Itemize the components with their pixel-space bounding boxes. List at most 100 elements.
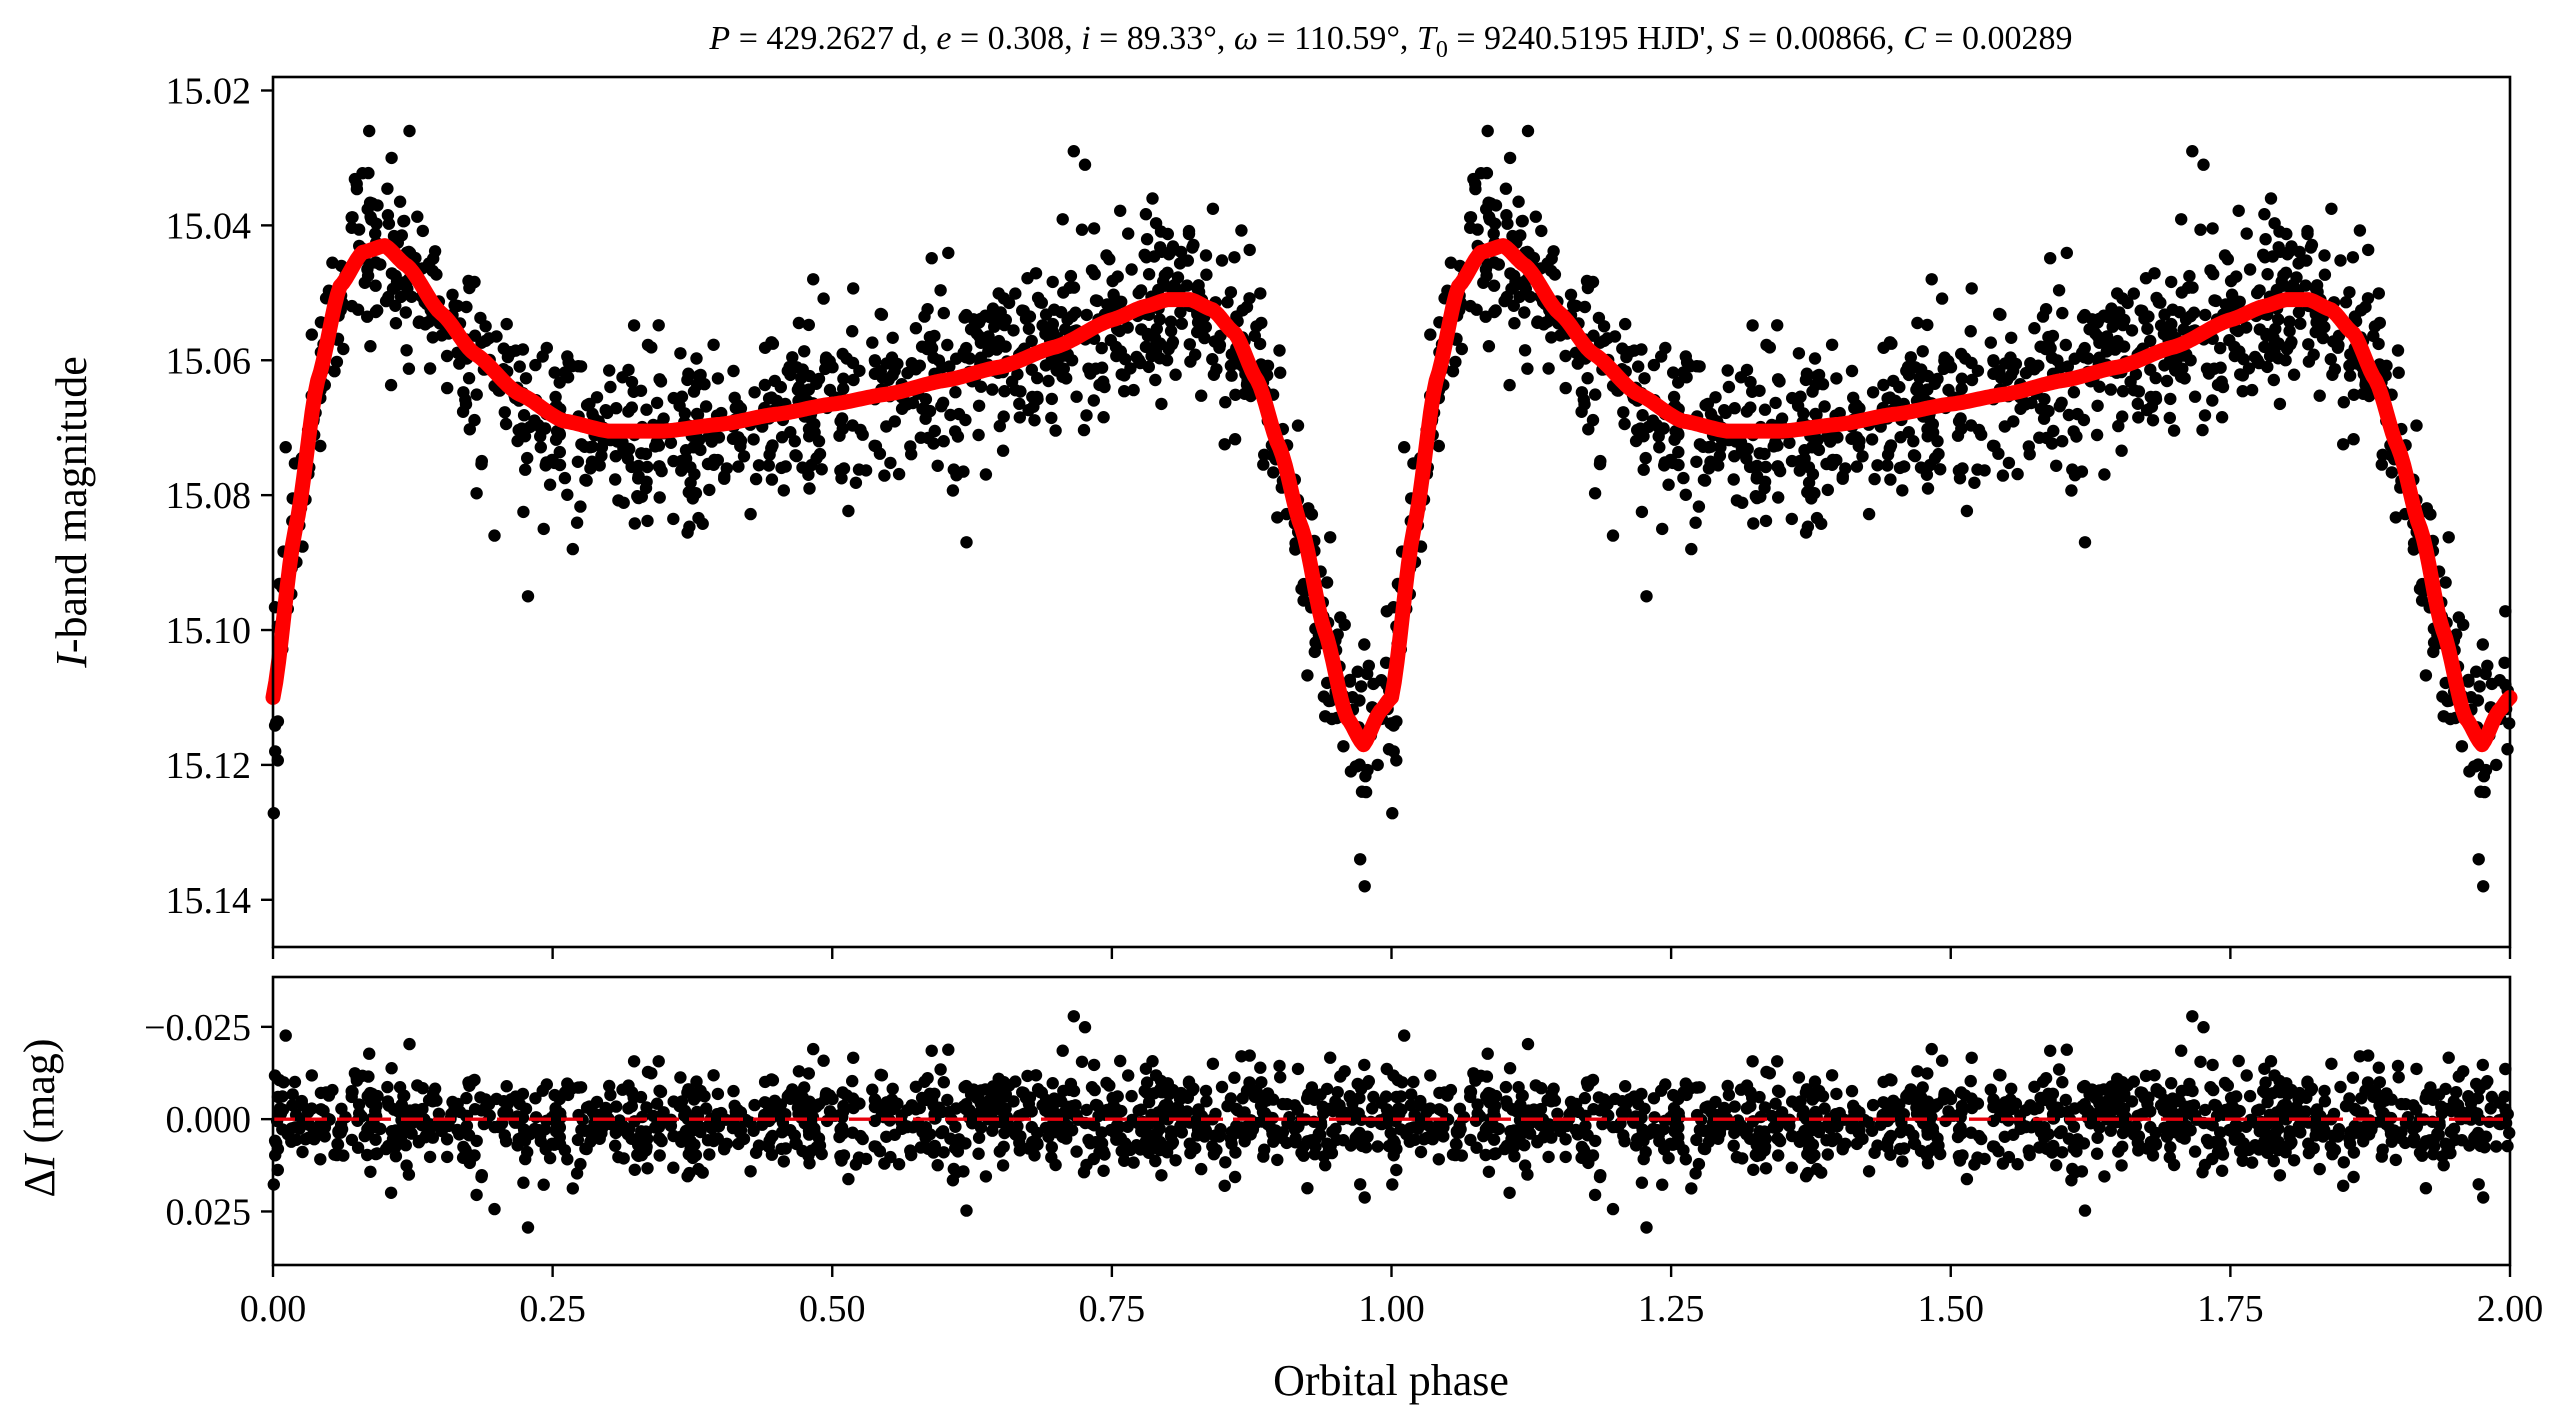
data-point [792,316,806,330]
residual-point [921,1142,935,1156]
data-point [2292,257,2305,270]
residual-point [959,1137,972,1150]
residual-point [586,1105,599,1118]
data-point [2206,394,2219,407]
data-point [849,476,863,489]
data-point [1559,349,1572,363]
data-point [1191,316,1205,329]
data-point [699,400,713,413]
data-point [2318,249,2331,262]
data-point [2042,330,2055,344]
data-point [802,422,816,436]
residual-point [1508,1150,1521,1163]
residual-point [276,1123,289,1136]
data-point [2125,324,2139,337]
residual-point [571,1133,585,1147]
residual-point [1632,1097,1645,1111]
residual-point [1469,1071,1482,1084]
data-point [1228,251,1241,264]
data-point [993,419,1006,433]
residual-point [1007,1095,1020,1108]
residual-point [2115,1159,2128,1172]
data-point [2146,414,2160,427]
data-point [774,380,787,394]
data-point [1975,428,1988,441]
residual-point [846,1126,859,1139]
data-point [512,423,525,437]
residual-point [1155,1086,1169,1099]
data-point [1893,380,1906,394]
residual-point [1403,1122,1417,1135]
residual-point [1521,1168,1534,1181]
x-tick-label: 0.50 [799,1288,866,1330]
data-point [2150,291,2163,305]
residual-point [441,1150,454,1164]
data-point [837,382,850,395]
data-point [875,308,889,321]
residual-point [470,1188,483,1202]
residual-point [352,1098,366,1111]
residual-point [1775,1110,1789,1124]
data-point [2272,313,2285,326]
residual-point [1839,1137,1852,1151]
data-point [2116,385,2130,398]
data-point [1531,316,1544,329]
residual-point [1655,1084,1668,1097]
residual-point [1722,1088,1736,1102]
data-point [972,428,985,442]
data-point [2208,294,2221,307]
data-point [1914,461,1928,474]
data-point [674,347,687,360]
residual-point [905,1099,918,1112]
data-point [934,284,947,297]
data-point [1337,740,1350,753]
residual-point [842,1172,855,1186]
data-point [1964,325,1977,338]
data-point [1087,222,1101,235]
residual-point [512,1132,525,1146]
residual-point [1815,1166,1828,1179]
title-p-value: = 429.2627 d, [730,20,936,57]
residual-point [1636,1123,1649,1136]
residual-point [381,1080,394,1094]
residual-point [1021,1069,1034,1083]
data-point [1996,469,2010,482]
data-point [462,274,475,288]
residual-point [1045,1119,1058,1133]
data-point [1320,576,1334,589]
data-point [692,369,705,383]
data-point [998,318,1011,332]
data-point [2009,357,2023,371]
x-tick-label: 0.00 [240,1288,307,1330]
data-point [574,360,588,373]
data-point [2240,227,2253,240]
data-point [1358,638,1371,651]
residual-point [1361,1130,1374,1143]
data-point [846,356,860,370]
residual-point [2439,1082,2452,1096]
title-c-value: = 0.00289 [1926,20,2073,57]
residual-point [398,1122,412,1136]
residual-point [482,1098,496,1111]
data-point [1301,669,1314,682]
data-point [1055,306,1068,319]
data-point [1141,329,1155,343]
data-point [1587,329,1600,342]
data-point [2501,743,2514,756]
residual-point [1935,1054,1949,1067]
data-point [2075,465,2089,478]
data-point [631,490,644,503]
residual-point [1390,1163,1403,1177]
data-point [346,211,359,224]
residual-point [475,1170,488,1184]
residual-point [1771,1120,1784,1134]
residual-point [1031,1083,1045,1096]
residual-point [941,1093,954,1107]
data-point [1529,210,1543,223]
residual-point [2154,1099,2168,1112]
residual-point [2108,1100,2122,1114]
residual-point [690,1075,703,1088]
data-point [369,256,382,269]
residual-point [2268,1069,2281,1082]
data-point [944,408,957,422]
